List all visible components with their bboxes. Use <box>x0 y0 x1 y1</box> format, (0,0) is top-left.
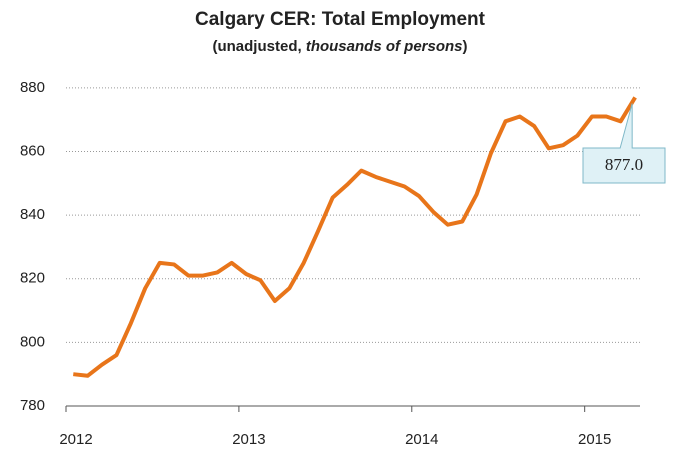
data-line <box>73 96 637 378</box>
y-tick-label: 880 <box>20 79 45 96</box>
chart-title: Calgary CER: Total Employment <box>195 9 486 30</box>
chart-subtitle: (unadjusted, thousands of persons) <box>212 38 467 55</box>
y-tick-label: 840 <box>20 206 45 223</box>
x-tick-label: 2012 <box>59 431 92 448</box>
y-tick-label: 820 <box>20 270 45 287</box>
y-tick-label: 800 <box>20 333 45 350</box>
subtitle-part: thousands of persons <box>306 38 463 55</box>
callout-label: 877.0 <box>605 155 643 174</box>
subtitle-part: ) <box>463 38 468 55</box>
y-tick-label: 780 <box>20 397 45 414</box>
x-tick-label: 2014 <box>405 431 438 448</box>
y-tick-label: 860 <box>20 142 45 159</box>
x-tick-label: 2013 <box>232 431 265 448</box>
subtitle-part: (unadjusted, <box>212 38 305 55</box>
x-tick-label: 2015 <box>578 431 611 448</box>
callout <box>582 103 666 184</box>
